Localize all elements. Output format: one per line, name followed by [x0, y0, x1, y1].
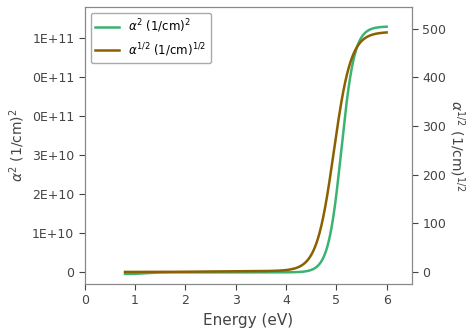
Y-axis label: $\alpha^{1/2}$ (1/cm)$^{1/2}$: $\alpha^{1/2}$ (1/cm)$^{1/2}$ [447, 99, 467, 191]
Line: $\alpha^{1/2}$ (1/cm)$^{1/2}$: $\alpha^{1/2}$ (1/cm)$^{1/2}$ [125, 32, 387, 272]
Line: $\alpha^2$ (1/cm)$^2$: $\alpha^2$ (1/cm)$^2$ [125, 27, 387, 274]
Legend: $\alpha^2$ (1/cm)$^2$, $\alpha^{1/2}$ (1/cm)$^{1/2}$: $\alpha^2$ (1/cm)$^2$, $\alpha^{1/2}$ (1… [91, 13, 211, 63]
$\alpha^{1/2}$ (1/cm)$^{1/2}$ [384, 30, 390, 35]
$\alpha^2$ (1/cm)$^2$ [384, 25, 390, 29]
$\alpha^{1/2}$ (1/cm)$^{1/2}$ [234, 269, 239, 273]
$\alpha^{1/2}$ (1/cm)$^{1/2}$ [167, 270, 173, 274]
X-axis label: Energy (eV): Energy (eV) [203, 313, 293, 328]
$\alpha^{1/2}$ (1/cm)$^{1/2}$ [222, 269, 228, 273]
Y-axis label: $\alpha^2$ (1/cm)$^2$: $\alpha^2$ (1/cm)$^2$ [7, 109, 27, 182]
$\alpha^2$ (1/cm)$^2$ [351, 58, 356, 62]
$\alpha^2$ (1/cm)$^2$ [127, 272, 133, 276]
$\alpha^2$ (1/cm)$^2$ [122, 272, 128, 276]
$\alpha^{1/2}$ (1/cm)$^{1/2}$ [350, 52, 356, 56]
$\alpha^2$ (1/cm)$^2$ [234, 270, 240, 274]
$\alpha^2$ (1/cm)$^2$ [152, 271, 158, 275]
$\alpha^{1/2}$ (1/cm)$^{1/2}$ [122, 270, 128, 274]
$\alpha^{1/2}$ (1/cm)$^{1/2}$ [152, 270, 158, 274]
$\alpha^2$ (1/cm)$^2$ [168, 270, 173, 274]
$\alpha^2$ (1/cm)$^2$ [223, 270, 228, 274]
$\alpha^{1/2}$ (1/cm)$^{1/2}$ [379, 31, 384, 35]
$\alpha^2$ (1/cm)$^2$ [379, 25, 384, 29]
